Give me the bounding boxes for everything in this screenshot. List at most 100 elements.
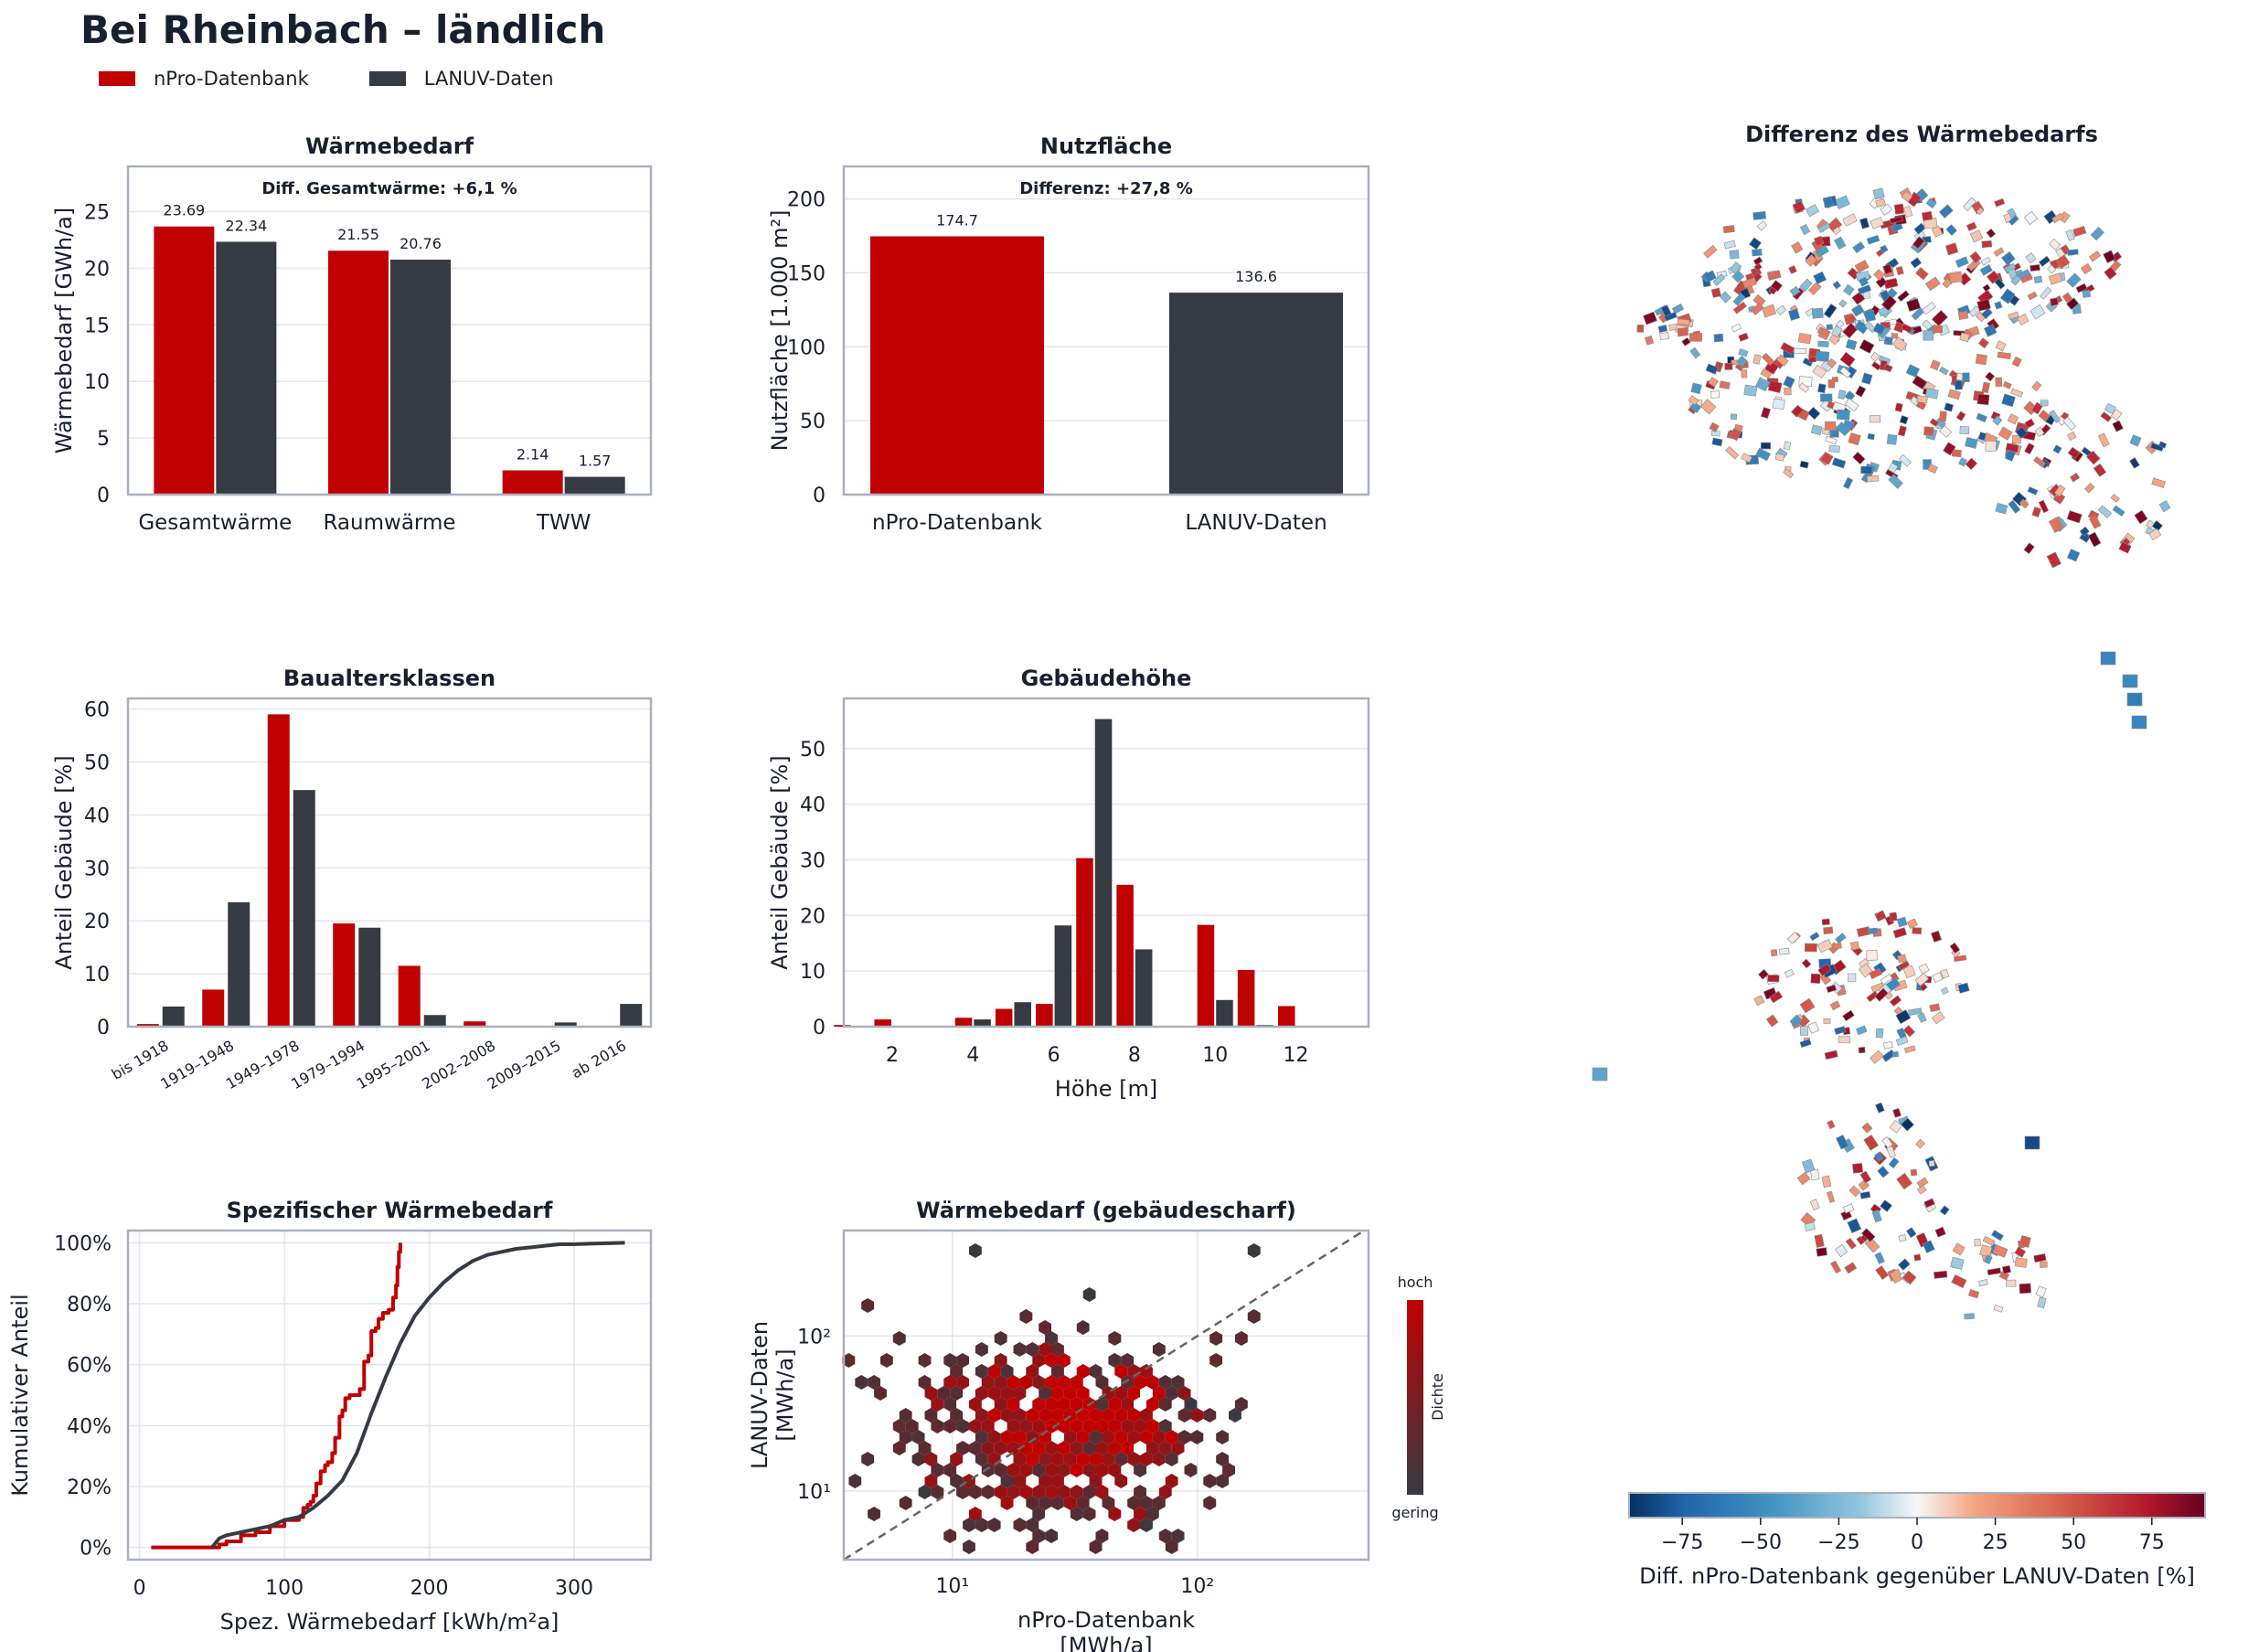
chart-title: Spezifischer Wärmebedarf bbox=[227, 1198, 553, 1223]
map-building bbox=[1976, 393, 1990, 406]
hexbin-cell bbox=[1045, 1419, 1058, 1434]
bar bbox=[995, 1008, 1013, 1027]
hexbin-cell bbox=[994, 1397, 1007, 1412]
map-building bbox=[2023, 542, 2035, 555]
map-building bbox=[1833, 943, 1842, 950]
y-tick-label: 40 bbox=[800, 794, 826, 817]
map-building bbox=[1947, 389, 1961, 400]
map-building bbox=[1974, 1238, 1981, 1247]
hexbin-cell bbox=[1152, 1342, 1166, 1357]
map-building bbox=[2097, 505, 2113, 519]
hexbin-cell bbox=[950, 1408, 964, 1423]
map-building bbox=[1880, 1199, 1892, 1212]
y-tick-label: 0 bbox=[813, 485, 826, 507]
y-tick-label: 20% bbox=[67, 1476, 112, 1499]
hexbin-cell bbox=[1203, 1496, 1217, 1510]
map-building bbox=[1977, 432, 1987, 442]
map-building bbox=[1896, 916, 1908, 928]
hexbin-cell bbox=[1019, 1419, 1033, 1434]
map-building bbox=[1857, 284, 1872, 295]
map-building bbox=[2019, 1235, 2031, 1248]
map-building bbox=[1811, 307, 1824, 319]
map-building bbox=[2027, 291, 2038, 301]
y-tick-label: 30 bbox=[84, 858, 110, 880]
map-building bbox=[1852, 1162, 1864, 1174]
hexbin-cell bbox=[892, 1331, 906, 1346]
map-building bbox=[1780, 342, 1795, 355]
map-building bbox=[1924, 276, 1941, 292]
bar bbox=[267, 714, 290, 1027]
hexbin-cell bbox=[931, 1397, 944, 1412]
map-building bbox=[2004, 449, 2017, 462]
map-building bbox=[1855, 1025, 1868, 1036]
legend-swatch-lanuv bbox=[368, 71, 406, 86]
hexbin-cell bbox=[1070, 1485, 1083, 1499]
map-building bbox=[1914, 972, 1930, 986]
map-building bbox=[2037, 1296, 2047, 1309]
map-building bbox=[1712, 273, 1726, 286]
map-building bbox=[1968, 305, 1981, 317]
map-building bbox=[1763, 360, 1779, 375]
map-building bbox=[1902, 206, 1913, 218]
colorbar-tick-label: 0 bbox=[1911, 1531, 1923, 1554]
map-building bbox=[1817, 222, 1831, 233]
y-tick-label: 100 bbox=[787, 336, 826, 359]
map-building bbox=[2097, 432, 2110, 448]
chart-title: Gebäudehöhe bbox=[1021, 666, 1192, 691]
map-building bbox=[1994, 197, 2006, 208]
hexbin-cell bbox=[943, 1529, 957, 1543]
map-building bbox=[2047, 264, 2057, 274]
bar-value-label: 22.34 bbox=[225, 217, 267, 234]
map-building bbox=[1710, 390, 1721, 399]
map-building bbox=[2008, 215, 2019, 226]
hexbin-cell bbox=[1070, 1507, 1083, 1521]
map-building bbox=[1939, 425, 1952, 438]
map-building bbox=[2055, 254, 2071, 270]
hexbin-cell bbox=[1007, 1397, 1020, 1412]
y-tick-label: 10 bbox=[84, 964, 110, 986]
x-tick-label: 1979–1994 bbox=[288, 1037, 368, 1092]
x-axis-label: Spez. Wärmebedarf [kWh/m²a] bbox=[220, 1609, 559, 1635]
map-building bbox=[2146, 519, 2155, 529]
map-building bbox=[1986, 228, 1997, 239]
map-building bbox=[1859, 339, 1875, 354]
map-building bbox=[1949, 942, 1961, 954]
map-building bbox=[1832, 280, 1842, 290]
hexbin-cell bbox=[1007, 1419, 1020, 1434]
map-building bbox=[2083, 482, 2095, 494]
map-building bbox=[1713, 333, 1724, 343]
map-building bbox=[1938, 410, 1947, 422]
bar-value-label: 21.55 bbox=[337, 226, 379, 243]
hexbin-cell bbox=[1158, 1485, 1172, 1499]
map-building bbox=[2093, 463, 2107, 477]
hexbin-cell bbox=[1051, 1342, 1064, 1357]
map-building bbox=[1805, 254, 1817, 267]
hexbin-cell bbox=[924, 1386, 938, 1401]
colorbar-tick-label: 75 bbox=[2139, 1531, 2165, 1554]
map-building bbox=[1932, 325, 1943, 334]
hexbin-cell bbox=[956, 1375, 969, 1390]
map-building bbox=[1872, 322, 1886, 336]
hexbin-cell bbox=[943, 1463, 957, 1477]
hexbin-cell bbox=[1216, 1452, 1229, 1466]
hexbin-cell bbox=[1058, 1419, 1071, 1434]
map-building bbox=[1812, 364, 1827, 378]
map-building bbox=[1994, 277, 2006, 290]
map-building bbox=[1660, 304, 1672, 317]
map-building bbox=[1851, 304, 1865, 317]
map-building bbox=[2020, 273, 2033, 283]
hexbin-cell bbox=[1007, 1441, 1020, 1455]
map-building bbox=[1994, 301, 2003, 310]
map-building bbox=[1829, 1000, 1841, 1011]
hexbin-cell bbox=[931, 1463, 944, 1477]
map-building bbox=[2038, 410, 2051, 422]
hexbin-cell bbox=[1203, 1474, 1217, 1488]
map-building bbox=[2001, 250, 2016, 266]
map-building bbox=[1891, 1051, 1899, 1058]
map-building bbox=[1636, 324, 1645, 333]
map-building bbox=[1864, 1237, 1880, 1253]
map-building bbox=[1962, 372, 1970, 383]
map-building bbox=[1894, 402, 1903, 412]
map-building bbox=[1895, 265, 1904, 276]
hexbin-cell bbox=[1095, 1441, 1109, 1455]
